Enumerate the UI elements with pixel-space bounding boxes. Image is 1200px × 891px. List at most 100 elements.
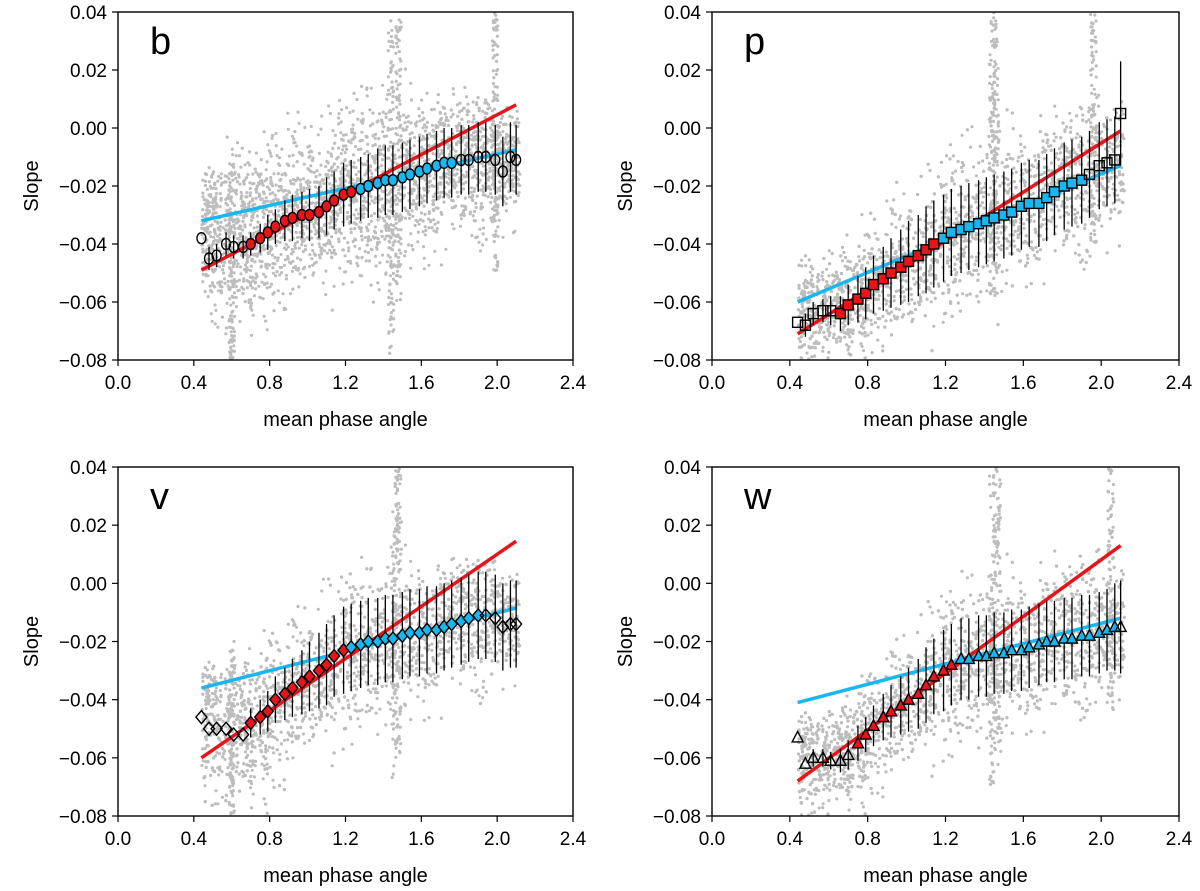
scatter-point — [952, 255, 956, 259]
scatter-point — [371, 144, 375, 148]
scatter-point — [320, 227, 324, 231]
scatter-point — [317, 151, 321, 155]
scatter-point — [399, 20, 403, 24]
scatter-point — [360, 130, 364, 134]
scatter-point — [498, 189, 502, 193]
scatter-point — [262, 130, 266, 134]
scatter-point — [462, 204, 466, 208]
scatter-point — [454, 184, 458, 188]
scatter-point — [347, 221, 351, 226]
scatter-point — [397, 96, 401, 100]
scatter-point — [985, 289, 989, 293]
scatter-point — [364, 259, 368, 263]
scatter-point — [365, 94, 369, 98]
scatter-point — [477, 106, 481, 110]
scatter-point — [412, 152, 416, 156]
scatter-point — [209, 312, 213, 316]
scatter-point — [295, 222, 299, 226]
scatter-point — [459, 217, 463, 221]
scatter-point — [387, 295, 391, 300]
scatter-point — [242, 279, 246, 283]
scatter-point — [1049, 144, 1053, 148]
circle-marker — [328, 194, 340, 207]
scatter-point — [269, 154, 273, 158]
scatter-point — [397, 139, 401, 143]
scatter-point — [841, 328, 845, 332]
scatter-point — [281, 292, 285, 296]
scatter-point — [370, 199, 374, 203]
circle-marker — [387, 173, 399, 187]
scatter-point — [237, 154, 242, 158]
scatter-point — [481, 243, 485, 247]
scatter-point — [314, 220, 318, 224]
scatter-point — [397, 191, 401, 195]
scatter-point — [389, 70, 393, 74]
scatter-point — [203, 172, 207, 176]
circle-marker — [211, 249, 222, 262]
scatter-point — [807, 258, 811, 262]
scatter-point — [367, 259, 372, 263]
scatter-point — [491, 169, 495, 173]
scatter-point — [1111, 201, 1115, 205]
scatter-point — [463, 136, 467, 140]
scatter-point — [474, 130, 478, 134]
scatter-point — [456, 195, 460, 199]
scatter-point — [262, 212, 266, 216]
scatter-point — [974, 183, 978, 187]
scatter-point — [398, 155, 403, 159]
scatter-point — [324, 293, 328, 297]
scatter-point — [884, 319, 888, 323]
scatter-point — [273, 256, 277, 260]
scatter-point — [387, 199, 391, 203]
scatter-point — [416, 240, 420, 244]
scatter-point — [1068, 111, 1072, 115]
circle-marker — [254, 231, 266, 245]
scatter-point — [804, 264, 808, 268]
scatter-point — [250, 182, 255, 186]
scatter-point — [825, 317, 830, 321]
scatter-point — [827, 350, 831, 355]
scatter-point — [230, 173, 234, 178]
scatter-point — [1066, 221, 1070, 225]
scatter-point — [269, 176, 273, 180]
scatter-point — [516, 177, 520, 181]
scatter-point — [423, 159, 427, 163]
scatter-point — [482, 164, 486, 168]
scatter-point — [802, 281, 806, 285]
scatter-point — [914, 307, 918, 312]
scatter-point — [395, 184, 399, 188]
scatter-point — [364, 200, 368, 204]
scatter-point — [1032, 219, 1036, 223]
scatter-point — [355, 261, 359, 265]
scatter-point — [311, 263, 315, 267]
scatter-point — [391, 308, 396, 312]
scatter-point — [361, 204, 366, 208]
scatter-point — [388, 144, 392, 148]
scatter-point — [955, 241, 959, 245]
scatter-point — [488, 106, 492, 110]
scatter-point — [314, 260, 318, 264]
scatter-point — [395, 133, 399, 137]
scatter-point — [213, 322, 217, 326]
scatter-point — [232, 291, 237, 295]
scatter-point — [251, 203, 255, 207]
scatter-point — [1098, 213, 1102, 217]
scatter-point — [205, 247, 209, 251]
scatter-point — [201, 214, 205, 219]
scatter-point — [389, 34, 393, 39]
scatter-point — [278, 204, 282, 208]
circle-marker — [345, 185, 357, 199]
scatter-point — [399, 242, 403, 246]
scatter-point — [239, 272, 243, 276]
scatter-point — [224, 197, 228, 201]
scatter-point — [268, 192, 272, 196]
scatter-point — [510, 115, 514, 119]
scatter-point — [376, 218, 380, 222]
scatter-point — [479, 202, 484, 206]
scatter-point — [302, 186, 306, 190]
plot-area — [791, 12, 1127, 360]
scatter-point — [298, 272, 302, 276]
scatter-point — [312, 223, 316, 227]
scatter-point — [869, 252, 873, 256]
scatter-point — [213, 219, 217, 223]
